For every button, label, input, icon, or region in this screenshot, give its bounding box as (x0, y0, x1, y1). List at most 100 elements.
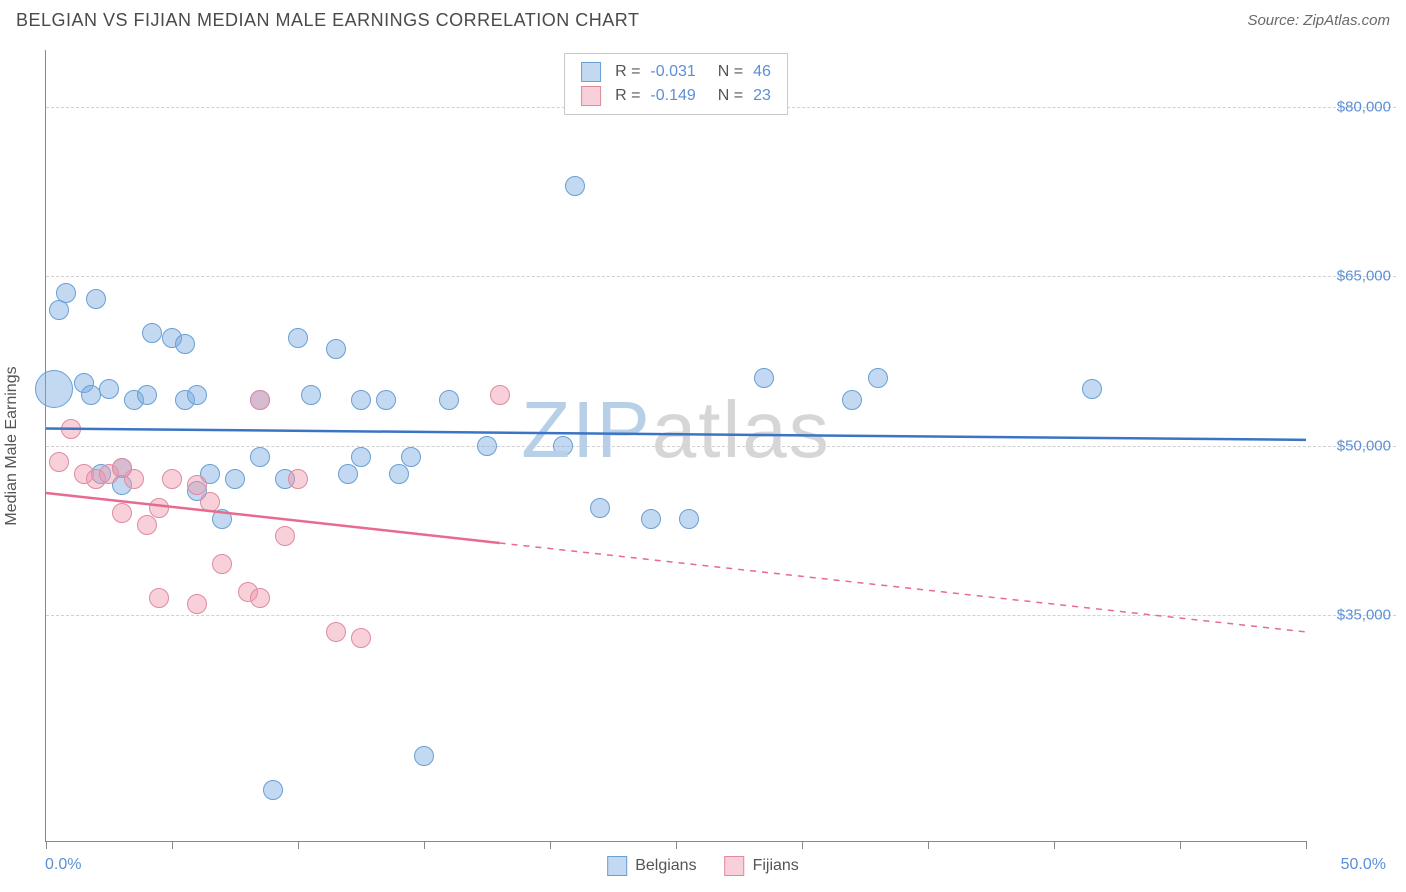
data-point-series-1 (200, 492, 220, 512)
x-tick (172, 841, 173, 849)
data-point-series-1 (275, 526, 295, 546)
watermark-text-b: atlas (652, 385, 831, 474)
data-point-series-1 (112, 503, 132, 523)
chart-title: BELGIAN VS FIJIAN MEDIAN MALE EARNINGS C… (16, 10, 639, 31)
data-point-series-0 (225, 469, 245, 489)
data-point-series-0 (754, 368, 774, 388)
data-point-series-0 (175, 334, 195, 354)
data-point-series-0 (263, 780, 283, 800)
legend-item-1: Fijians (725, 856, 799, 876)
chart-area: ZIPatlas R = -0.031 N = 46 R = -0.149 N … (45, 50, 1396, 842)
n-value-1: 23 (753, 84, 771, 108)
stats-legend: R = -0.031 N = 46 R = -0.149 N = 23 (564, 53, 788, 115)
r-label: R = (615, 60, 640, 84)
n-value-0: 46 (753, 60, 771, 84)
data-point-series-1 (326, 622, 346, 642)
y-tick-label: $65,000 (1337, 268, 1391, 285)
data-point-series-1 (61, 419, 81, 439)
data-point-series-0 (86, 289, 106, 309)
data-point-series-0 (99, 379, 119, 399)
legend-item-0: Belgians (607, 856, 696, 876)
x-tick (550, 841, 551, 849)
data-point-series-0 (35, 370, 73, 408)
data-point-series-0 (641, 509, 661, 529)
data-point-series-0 (414, 746, 434, 766)
legend-label-1: Fijians (753, 857, 799, 875)
data-point-series-1 (187, 475, 207, 495)
r-label: R = (615, 84, 640, 108)
legend-label-0: Belgians (635, 857, 696, 875)
swatch-series-1 (581, 86, 601, 106)
y-axis-title: Median Male Earnings (3, 366, 21, 525)
data-point-series-0 (842, 390, 862, 410)
data-point-series-0 (1082, 379, 1102, 399)
data-point-series-0 (553, 436, 573, 456)
data-point-series-0 (439, 390, 459, 410)
data-point-series-0 (376, 390, 396, 410)
data-point-series-0 (338, 464, 358, 484)
n-label: N = (718, 84, 743, 108)
data-point-series-0 (301, 385, 321, 405)
gridline (46, 276, 1396, 277)
x-tick (298, 841, 299, 849)
data-point-series-0 (326, 339, 346, 359)
data-point-series-0 (351, 447, 371, 467)
y-tick-label: $35,000 (1337, 607, 1391, 624)
data-point-series-0 (868, 368, 888, 388)
n-label: N = (718, 60, 743, 84)
data-point-series-0 (389, 464, 409, 484)
data-point-series-1 (137, 515, 157, 535)
r-value-0: -0.031 (650, 60, 695, 84)
y-tick-label: $50,000 (1337, 437, 1391, 454)
x-tick (424, 841, 425, 849)
data-point-series-1 (149, 588, 169, 608)
swatch-series-0 (607, 856, 627, 876)
watermark-text-a: ZIP (521, 385, 651, 474)
x-axis-max-label: 50.0% (1341, 856, 1386, 874)
data-point-series-0 (137, 385, 157, 405)
data-point-series-0 (212, 509, 232, 529)
data-point-series-1 (112, 458, 132, 478)
data-point-series-0 (565, 176, 585, 196)
data-point-series-0 (477, 436, 497, 456)
data-point-series-0 (49, 300, 69, 320)
x-tick (1180, 841, 1181, 849)
data-point-series-1 (490, 385, 510, 405)
x-tick (1306, 841, 1307, 849)
data-point-series-1 (250, 588, 270, 608)
data-point-series-0 (288, 328, 308, 348)
x-tick (46, 841, 47, 849)
data-point-series-0 (401, 447, 421, 467)
data-point-series-1 (250, 390, 270, 410)
data-point-series-1 (351, 628, 371, 648)
source-label: Source: ZipAtlas.com (1247, 12, 1390, 29)
data-point-series-1 (49, 452, 69, 472)
data-point-series-1 (162, 469, 182, 489)
gridline (46, 615, 1396, 616)
x-tick (928, 841, 929, 849)
r-value-1: -0.149 (650, 84, 695, 108)
watermark: ZIPatlas (521, 384, 830, 476)
stats-row-1: R = -0.149 N = 23 (581, 84, 771, 108)
swatch-series-1 (725, 856, 745, 876)
data-point-series-0 (679, 509, 699, 529)
data-point-series-0 (590, 498, 610, 518)
data-point-series-1 (187, 594, 207, 614)
data-point-series-0 (351, 390, 371, 410)
plot-area: ZIPatlas R = -0.031 N = 46 R = -0.149 N … (45, 50, 1306, 842)
y-tick-label: $80,000 (1337, 98, 1391, 115)
data-point-series-0 (250, 447, 270, 467)
swatch-series-0 (581, 62, 601, 82)
x-tick (802, 841, 803, 849)
x-tick (676, 841, 677, 849)
data-point-series-1 (149, 498, 169, 518)
data-point-series-0 (142, 323, 162, 343)
data-point-series-1 (212, 554, 232, 574)
data-point-series-0 (187, 385, 207, 405)
stats-row-0: R = -0.031 N = 46 (581, 60, 771, 84)
x-axis-min-label: 0.0% (45, 856, 81, 874)
gridline (46, 446, 1396, 447)
x-tick (1054, 841, 1055, 849)
data-point-series-1 (288, 469, 308, 489)
series-legend: Belgians Fijians (607, 856, 799, 876)
